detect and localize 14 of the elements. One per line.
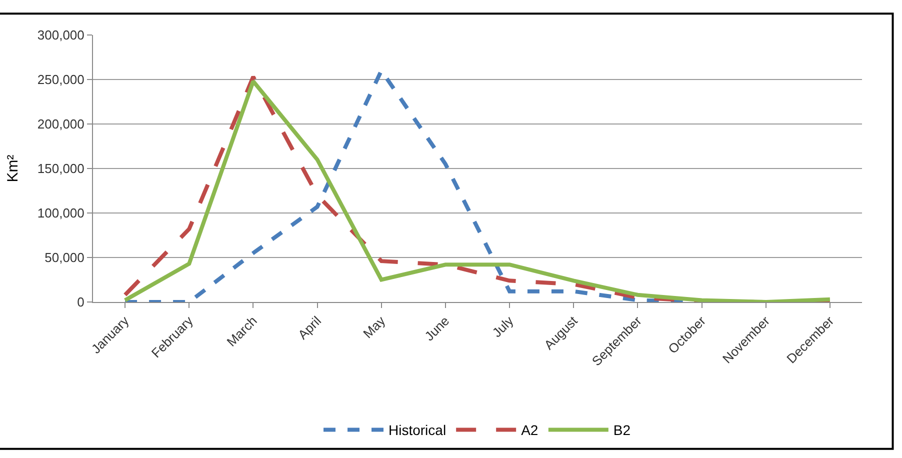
legend-label: A2	[521, 422, 538, 438]
legend-label: Historical	[388, 422, 446, 438]
x-tick-label: June	[422, 313, 452, 344]
y-tick-label: 0	[77, 294, 84, 310]
y-tick-label: 150,000	[37, 161, 84, 176]
y-tick-label: 50,000	[44, 250, 84, 266]
y-tick-label: 300,000	[37, 28, 84, 43]
x-tick-label: July	[489, 312, 517, 340]
x-tick-label: May	[360, 312, 388, 342]
y-tick-label: 250,000	[37, 72, 84, 88]
y-tick-label: 200,000	[37, 116, 84, 132]
y-tick-label: 100,000	[37, 206, 84, 221]
y-axis-title: Km²	[4, 154, 22, 182]
legend-label: B2	[613, 422, 631, 438]
